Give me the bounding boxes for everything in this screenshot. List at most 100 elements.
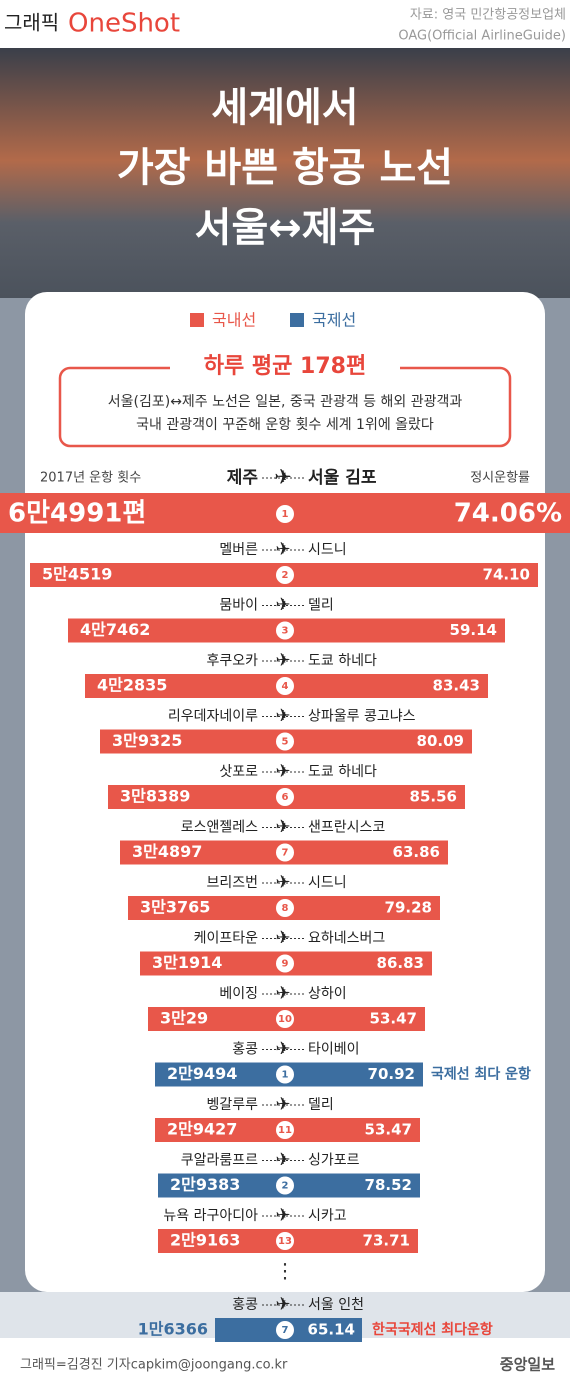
- rank: 7: [282, 848, 289, 859]
- route-from: 로스앤젤레스: [181, 820, 258, 836]
- count: 5만4519: [42, 565, 112, 584]
- column-label: 정시운항률: [470, 471, 530, 486]
- plane: ✈: [275, 928, 290, 949]
- ontime: 78.52: [365, 1176, 412, 1194]
- legend-label: 국내선: [212, 311, 256, 330]
- rank: 10: [278, 1014, 292, 1025]
- route-to: 서울 김포: [308, 468, 377, 488]
- route-from: 브리즈번: [206, 875, 258, 891]
- ontime: 85.56: [410, 788, 457, 806]
- brand: OneShot: [68, 9, 180, 39]
- route-from: 베이징: [219, 986, 258, 1002]
- plane: ✈: [275, 650, 290, 671]
- plane: ✈: [275, 1294, 290, 1315]
- ontime: 74.06%: [454, 499, 562, 529]
- count: 3만1914: [152, 953, 222, 972]
- credit: 그래픽=김경진 기자capkim@joongang.co.kr: [20, 1358, 288, 1373]
- rank-badge: [276, 732, 294, 751]
- note: 국제선 최다 운항: [431, 1066, 531, 1083]
- rank: 6: [282, 792, 289, 803]
- ontime: 70.92: [368, 1065, 415, 1083]
- plane: ✈: [275, 1094, 290, 1115]
- count: 6만4991편: [8, 499, 146, 529]
- route-to: 상하이: [308, 986, 347, 1002]
- route-to: 요하네스버그: [308, 931, 385, 947]
- count: 3만9325: [112, 731, 182, 750]
- rank: 3: [282, 626, 289, 637]
- ontime: 53.47: [370, 1010, 417, 1028]
- plane: ✈: [275, 706, 290, 727]
- rank-badge: [276, 566, 294, 584]
- rank-badge: [276, 677, 294, 695]
- route-from: 홍콩: [232, 1297, 258, 1313]
- legend-swatch: [290, 313, 304, 327]
- count: 3만3765: [140, 898, 210, 917]
- legend-swatch: [190, 313, 204, 327]
- route-to: 시드니: [308, 542, 347, 558]
- plane: ✈: [275, 983, 290, 1004]
- plane: ✈: [275, 817, 290, 838]
- ontime: 73.71: [363, 1232, 410, 1250]
- route-from: 리우데자네이루: [168, 709, 258, 725]
- rank: 5: [282, 737, 289, 748]
- route-to: 도쿄 하네다: [308, 653, 377, 669]
- route-to: 타이베이: [308, 1042, 360, 1058]
- rank-badge: [276, 788, 294, 806]
- rank: 9: [282, 959, 289, 970]
- note: 한국국제선 최다운항: [372, 1321, 493, 1338]
- route-from: 뉴욕 라구아디아: [163, 1208, 258, 1224]
- route-from: 제주: [227, 468, 259, 488]
- rank-badge: [276, 1010, 294, 1028]
- route-to: 시드니: [308, 875, 347, 891]
- ontime: 53.47: [365, 1121, 412, 1139]
- count: 2만9494: [167, 1064, 237, 1083]
- count: 2만9163: [170, 1231, 240, 1250]
- rank-badge: [276, 1232, 294, 1250]
- rank-badge: [276, 621, 294, 640]
- count: 3만8389: [120, 787, 190, 806]
- count: 2만9383: [170, 1175, 240, 1194]
- rank-badge: [276, 843, 294, 862]
- rank-badge: [276, 899, 294, 917]
- ontime: 83.43: [433, 677, 480, 695]
- rank-badge: [276, 954, 294, 973]
- rank-badge: [276, 1321, 294, 1339]
- column-label: 2017년 운항 횟수: [40, 471, 141, 486]
- route-to: 상파울루 콩고냐스: [308, 709, 416, 725]
- rank: 1: [282, 509, 289, 520]
- plane: ✈: [275, 1150, 290, 1171]
- footer-bg: [0, 1338, 570, 1384]
- route-from: 삿포로: [219, 764, 258, 780]
- ontime: 79.28: [385, 899, 432, 917]
- rank: 7: [282, 1325, 289, 1336]
- callout-title: 하루 평균 178편: [204, 354, 366, 379]
- title: 세계에서: [211, 85, 358, 131]
- route-from: 후쿠오카: [206, 653, 258, 669]
- callout-line: 서울(김포)↔제주 노선은 일본, 중국 관광객 등 해외 관광객과: [108, 394, 463, 410]
- plane: ✈: [275, 1205, 290, 1226]
- ellipsis: ⋮: [275, 1259, 295, 1283]
- plane: ✈: [275, 539, 290, 560]
- route-to: 서울 인천: [308, 1297, 364, 1313]
- ontime: 63.86: [393, 843, 440, 861]
- rank: 8: [282, 903, 289, 914]
- count: 4만2835: [97, 676, 167, 695]
- plane: ✈: [275, 1039, 290, 1060]
- source: OAG(Official AirlineGuide): [398, 29, 566, 44]
- plane: ✈: [275, 595, 290, 616]
- route-from: 쿠알라룸프르: [181, 1153, 258, 1169]
- rank-badge: [276, 505, 294, 523]
- callout-title-bg: [170, 352, 400, 382]
- rank-badge: [276, 1121, 294, 1139]
- rank: 1: [282, 1070, 289, 1081]
- rank: 2: [282, 1181, 289, 1192]
- route-from: 홍콩: [232, 1042, 258, 1058]
- ontime: 74.10: [483, 566, 530, 584]
- rank: 4: [282, 681, 289, 692]
- source: 자료: 영국 민간항공정보업체: [410, 8, 566, 23]
- route-to: 도쿄 하네다: [308, 764, 377, 780]
- plane: ✈: [275, 761, 290, 782]
- callout-line: 국내 관광객이 꾸준해 운항 횟수 세계 1위에 올랐다: [136, 417, 434, 433]
- ontime: 59.14: [450, 621, 497, 639]
